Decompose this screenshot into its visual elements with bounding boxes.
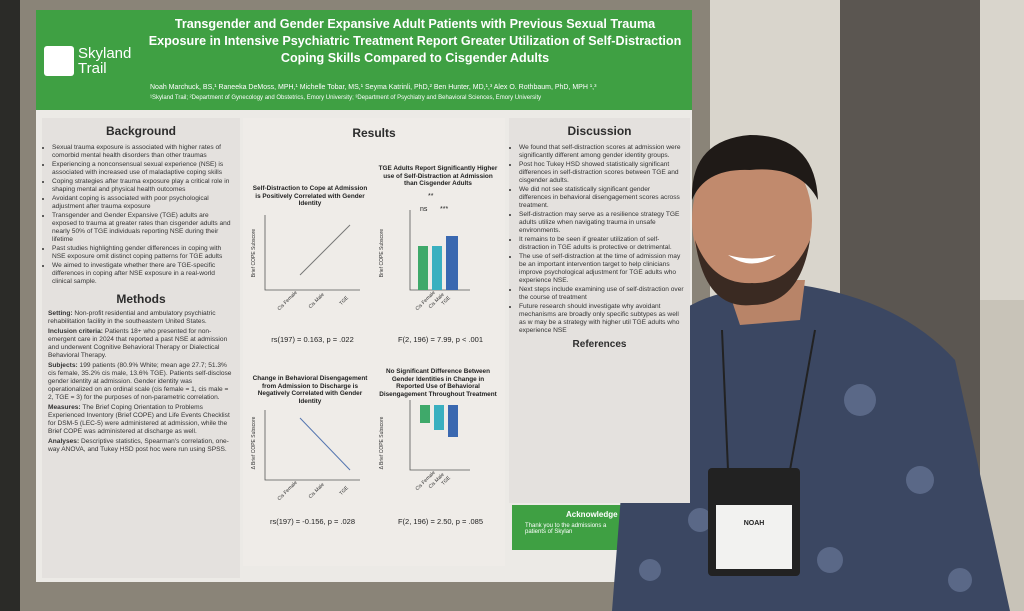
methods-paragraph: Measures: The Brief Coping Orientation t… bbox=[48, 404, 234, 436]
face bbox=[692, 142, 812, 298]
methods-label: Subjects: bbox=[48, 362, 78, 369]
affiliations: ¹Skyland Trail; ²Department of Gynecolog… bbox=[150, 95, 542, 101]
y-axis-label: Δ Brief COPE Subscore bbox=[379, 416, 385, 470]
section-heading: Discussion bbox=[567, 124, 632, 138]
discussion-list: We found that self-distraction scores at… bbox=[509, 144, 690, 335]
chart-title: Self-Distraction to Cope at Admission is… bbox=[252, 185, 368, 207]
stat: F(2, 196) = 2.50, p = .085 bbox=[397, 517, 484, 526]
bullet: We did not see statistically significant… bbox=[519, 186, 684, 210]
methods-text: Non-profit residential and ambulatory ps… bbox=[48, 310, 216, 325]
trend-line bbox=[299, 224, 351, 276]
methods-label: Inclusion criteria: bbox=[48, 328, 103, 335]
bullet: The use of self-distraction at the time … bbox=[519, 253, 684, 285]
beard bbox=[695, 240, 810, 306]
bullet: Self-distraction may serve as a resilien… bbox=[519, 211, 684, 235]
smile bbox=[728, 255, 776, 264]
bullet: Avoidant coping is associated with poor … bbox=[52, 195, 234, 211]
bullet: Sexual trauma exposure is associated wit… bbox=[52, 144, 234, 160]
lanyard bbox=[721, 329, 729, 471]
methods-paragraph: Analyses: Descriptive statistics, Spearm… bbox=[48, 438, 234, 454]
methods-paragraph: Setting: Non-profit residential and ambu… bbox=[48, 310, 234, 326]
methods-text: Patients 18+ who presented for non-emerg… bbox=[48, 328, 228, 359]
methods-text: Descriptive statistics, Spearman's corre… bbox=[48, 438, 229, 453]
significance: ns bbox=[420, 206, 428, 213]
section-heading: Background bbox=[105, 124, 176, 138]
section-heading: Results bbox=[352, 126, 396, 140]
trend-line bbox=[299, 417, 351, 471]
logo: Skyland Trail bbox=[78, 45, 132, 77]
chart-title: No Significant Difference Between Gender… bbox=[379, 368, 497, 398]
chart-title: Change in Behavioral Disengagement from … bbox=[252, 375, 368, 405]
ack-heading: Acknowledge bbox=[566, 510, 618, 519]
bullet: We found that self-distraction scores at… bbox=[519, 144, 684, 160]
methods-text: The Brief Coping Orientation to Problems… bbox=[48, 404, 230, 435]
bullet: Transgender and Gender Expansive (TGE) a… bbox=[52, 212, 234, 244]
significance: *** bbox=[440, 206, 449, 213]
methods-label: Analyses: bbox=[48, 438, 80, 445]
stat: rs(197) = 0.163, p = .022 bbox=[271, 335, 354, 344]
methods-text: Setting: Non-profit residential and ambu… bbox=[42, 306, 240, 460]
chart-title: TGE Adults Report Significantly Higher u… bbox=[378, 165, 498, 187]
right-column: Discussion We found that self-distractio… bbox=[509, 118, 690, 503]
methods-label: Measures: bbox=[48, 404, 81, 411]
bullet: It remains to be seen if greater utiliza… bbox=[519, 236, 684, 252]
authors: Noah Marchuck, BS,¹ Raneeka DeMoss, MPH,… bbox=[150, 84, 597, 91]
bullet: Post hoc Tukey HSD showed statistically … bbox=[519, 161, 684, 185]
lanyard bbox=[789, 329, 816, 471]
left-column: Background Sexual trauma exposure is ass… bbox=[42, 118, 240, 578]
bars bbox=[418, 236, 458, 437]
results-panel bbox=[243, 118, 505, 566]
bullet: Past studies highlighting gender differe… bbox=[52, 245, 234, 261]
hair bbox=[691, 135, 818, 200]
stat: rs(197) = -0.156, p = .028 bbox=[269, 517, 356, 526]
methods-text: 199 patients (80.9% White; mean age 27.7… bbox=[48, 362, 232, 401]
y-axis-label: Brief COPE Subscore bbox=[251, 228, 257, 278]
badge-name: NOAH bbox=[744, 520, 765, 527]
logo-mark bbox=[44, 46, 74, 76]
bullet: Experiencing a nonconsensual sexual expe… bbox=[52, 161, 234, 177]
bullet: Next steps include examining use of self… bbox=[519, 286, 684, 302]
bullet: We aimed to investigate whether there ar… bbox=[52, 262, 234, 286]
y-axis-label: Brief COPE Subscore bbox=[379, 228, 385, 278]
significance: ** bbox=[428, 193, 434, 200]
header-band bbox=[36, 10, 692, 110]
background-list: Sexual trauma exposure is associated wit… bbox=[42, 144, 240, 286]
ack-text: Thank you to the admissions a patients o… bbox=[525, 523, 607, 535]
bullet: Future research should investigate why a… bbox=[519, 303, 684, 335]
section-heading: Methods bbox=[116, 292, 166, 306]
stat: F(2, 196) = 7.99, p < .001 bbox=[397, 335, 484, 344]
badge bbox=[716, 505, 792, 569]
methods-paragraph: Subjects: 199 patients (80.9% White; mea… bbox=[48, 362, 234, 402]
methods-paragraph: Inclusion criteria: Patients 18+ who pre… bbox=[48, 328, 234, 360]
bullet: Coping strategies after trauma exposure … bbox=[52, 178, 234, 194]
y-axis-label: Δ Brief COPE Subscore bbox=[251, 416, 257, 470]
poster-title: Transgender and Gender Expansive Adult P… bbox=[148, 17, 682, 65]
section-heading: References bbox=[572, 339, 627, 350]
methods-label: Setting: bbox=[48, 310, 73, 317]
